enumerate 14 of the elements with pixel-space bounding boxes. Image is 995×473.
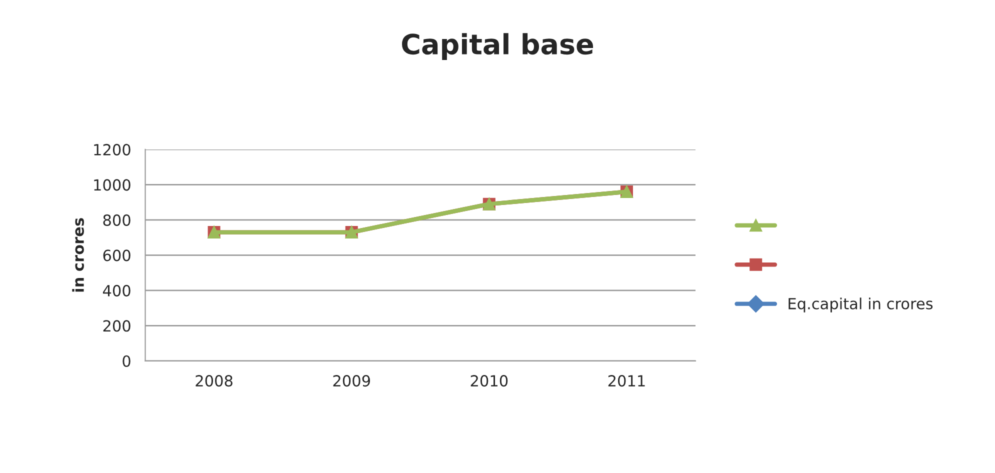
y-tick-label: 1000 (94, 179, 130, 191)
x-tick-label: 2009 (333, 375, 370, 387)
y-axis-title: in crores (72, 218, 84, 292)
y-tick-label: 400 (102, 284, 130, 296)
y-tick-label: 0 (122, 355, 130, 367)
chart-title: Capital base (402, 33, 594, 60)
x-tick-label: 2008 (196, 375, 232, 387)
x-tick-label: 2010 (470, 375, 508, 387)
x-tick-label: 2011 (608, 375, 645, 387)
y-tick-label: 800 (103, 214, 130, 226)
y-tick-label: 200 (103, 320, 130, 332)
y-tick-label: 600 (103, 250, 130, 262)
legend-label: Eq.capital in crores (788, 298, 933, 312)
y-tick-label: 1200 (94, 144, 130, 156)
